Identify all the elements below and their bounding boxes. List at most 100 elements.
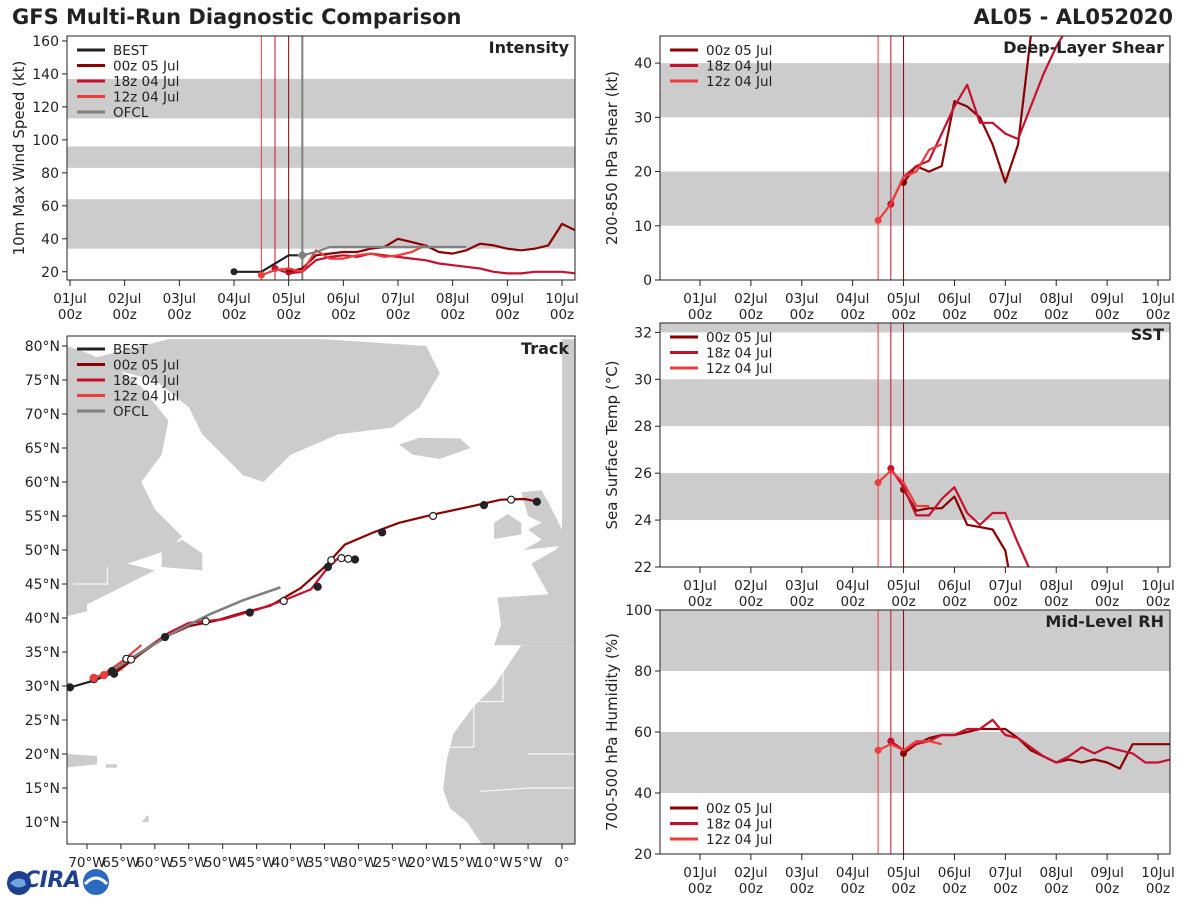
lat-tick-label: 25°N xyxy=(25,713,60,729)
x-tick-label-day: 03Jul xyxy=(163,291,196,307)
y-tick-label: 0 xyxy=(643,273,652,289)
track-position-marker xyxy=(378,528,387,537)
track-position-marker xyxy=(428,511,438,521)
x-tick-label-day: 04Jul xyxy=(836,291,869,307)
x-tick-label-hour: 00z xyxy=(1095,594,1119,610)
series-start-point xyxy=(887,464,895,472)
track-position-marker xyxy=(507,495,516,504)
sahel-border xyxy=(480,787,575,792)
y-tick-label: 28 xyxy=(634,419,652,435)
x-tick-label-hour: 00z xyxy=(688,594,712,610)
lon-tick-label: 65°W xyxy=(102,855,139,871)
lon-tick-label: 40°W xyxy=(272,855,309,871)
lat-tick-label: 80°N xyxy=(25,339,60,355)
track-position-marker xyxy=(99,671,109,680)
series-line-12z-04-jul xyxy=(877,469,929,508)
x-tick-label-hour: 00z xyxy=(1146,594,1170,610)
y-tick-label: 80 xyxy=(41,166,59,182)
track-line-ofcl xyxy=(113,586,281,671)
y-tick-label: 160 xyxy=(32,34,59,50)
series-line-00z-05-jul xyxy=(902,36,1032,184)
threshold-band xyxy=(660,610,1170,671)
series-start-point xyxy=(230,268,238,276)
y-tick-label: 140 xyxy=(32,67,59,83)
track-position-marker xyxy=(89,673,98,682)
panel-title: Intensity xyxy=(489,38,570,57)
series-start-point xyxy=(874,216,882,224)
legend-label: 00z 05 Jul xyxy=(113,59,179,75)
x-tick-label-hour: 00z xyxy=(993,594,1017,610)
plot-frame xyxy=(66,335,576,845)
legend-label: 12z 04 Jul xyxy=(113,90,179,106)
legend-label: 18z 04 Jul xyxy=(113,74,179,90)
y-tick-label: 40 xyxy=(634,56,652,72)
x-tick-label-day: 05Jul xyxy=(887,578,920,594)
threshold-band xyxy=(67,146,575,168)
lon-tick-label: 15°W xyxy=(442,855,479,871)
threshold-bands xyxy=(660,63,1170,226)
x-tick-label-hour: 00z xyxy=(58,307,82,323)
series-line-00z-05-jul xyxy=(288,222,575,273)
lat-tick-label: 30°N xyxy=(25,679,60,695)
y-tick-label: 120 xyxy=(32,100,59,116)
x-tick-label-hour: 00z xyxy=(386,307,410,323)
lat-tick-label: 10°N xyxy=(25,815,60,831)
x-tick-label-hour: 00z xyxy=(167,307,191,323)
legend-label: 00z 05 Jul xyxy=(113,358,179,374)
y-axis-label: 10m Max Wind Speed (kt) xyxy=(10,61,28,256)
x-tick-label-hour: 00z xyxy=(277,307,301,323)
series-line-00z-05-jul xyxy=(902,489,1010,567)
y-tick-label: 20 xyxy=(634,165,652,181)
hispaniola xyxy=(67,754,98,768)
x-tick-label-hour: 00z xyxy=(790,881,814,897)
bermuda xyxy=(120,669,124,671)
y-tick-label: 40 xyxy=(41,232,59,248)
lon-tick-label: 5°W xyxy=(514,855,543,871)
y-tick-label: 40 xyxy=(634,786,652,802)
ofcl-diamond-marker xyxy=(297,250,308,261)
x-tick-label-day: 08Jul xyxy=(436,291,469,307)
legend-label: 18z 04 Jul xyxy=(113,373,179,389)
x-tick-label-hour: 00z xyxy=(1095,881,1119,897)
y-tick-label: 80 xyxy=(634,664,652,680)
series-line-12z-04-jul xyxy=(877,143,943,222)
panel-title: Mid-Level RH xyxy=(1045,612,1164,631)
x-tick-label-day: 01Jul xyxy=(683,578,716,594)
x-tick-label-day: 03Jul xyxy=(785,578,818,594)
x-tick-label-hour: 00z xyxy=(495,307,519,323)
lon-tick-label: 60°W xyxy=(136,855,173,871)
y-tick-label: 22 xyxy=(634,560,652,576)
track-position-marker xyxy=(532,497,541,506)
x-tick-label-day: 01Jul xyxy=(53,291,86,307)
x-tick-label-day: 01Jul xyxy=(683,291,716,307)
x-tick-label-day: 09Jul xyxy=(1090,578,1123,594)
lat-tick-label: 15°N xyxy=(25,781,60,797)
x-tick-label-hour: 00z xyxy=(891,307,915,323)
threshold-bands xyxy=(660,610,1170,793)
x-tick-label-day: 07Jul xyxy=(989,291,1022,307)
series-line-18z-04-jul xyxy=(274,252,575,275)
legend-label: OFCL xyxy=(113,404,149,420)
chart-track: 10°N 15°N 20°N 25°N 30°N 35°N 40°N 45°N 50°N 55°N… xyxy=(25,335,576,871)
lon-tick-label: 70°W xyxy=(68,855,105,871)
lat-tick-label: 65°N xyxy=(25,441,60,457)
algeria-border xyxy=(528,753,575,755)
x-tick-label-day: 02Jul xyxy=(734,578,767,594)
x-tick-label-hour: 00z xyxy=(1146,307,1170,323)
series-line-12z-04-jul xyxy=(877,739,942,752)
series-group xyxy=(874,36,1064,224)
lat-tick-label: 50°N xyxy=(25,543,60,559)
y-tick-label: 20 xyxy=(634,847,652,863)
x-tick-label-hour: 00z xyxy=(739,307,763,323)
x-tick-label-day: 07Jul xyxy=(989,578,1022,594)
x-tick-label-day: 07Jul xyxy=(381,291,414,307)
series-line-18z-04-jul xyxy=(889,36,1064,205)
series-group xyxy=(874,718,1170,770)
panel-title: SST xyxy=(1131,325,1164,344)
y-axis-label: 700-500 hPa Humidity (%) xyxy=(603,633,621,831)
x-tick-label-day: 06Jul xyxy=(938,291,971,307)
legend-label: 00z 05 Jul xyxy=(706,801,772,817)
track-position-marker xyxy=(337,554,346,563)
